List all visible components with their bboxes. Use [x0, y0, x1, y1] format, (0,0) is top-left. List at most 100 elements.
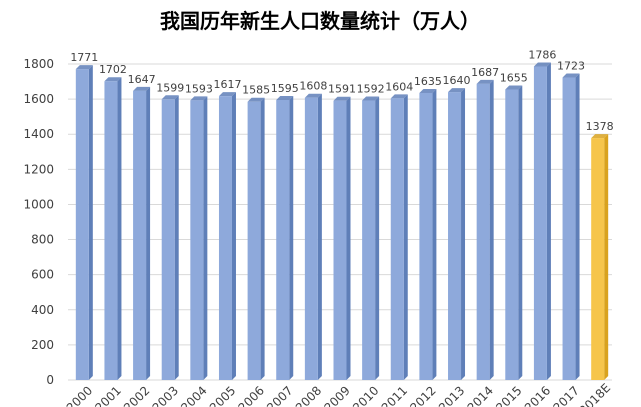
bar: [133, 90, 147, 381]
data-label: 1599: [156, 81, 184, 94]
x-tick-label: 2005: [207, 383, 238, 407]
bar: [190, 100, 204, 380]
bar: [304, 97, 318, 380]
data-label: 1635: [414, 75, 442, 88]
y-tick-label: 1200: [23, 162, 54, 176]
x-tick-label: 2000: [64, 383, 95, 407]
data-label: 1593: [185, 82, 213, 95]
y-tick-label: 1400: [23, 127, 54, 141]
bar-top: [161, 95, 179, 100]
bars-layer: [75, 62, 609, 381]
x-tick-label: 2014: [465, 383, 496, 407]
bar-side: [146, 86, 151, 381]
bar-top: [190, 96, 208, 101]
x-axis: 2000200120022003200420052006200720082009…: [64, 381, 614, 407]
bar: [362, 100, 376, 380]
x-tick-label: 2001: [92, 383, 123, 407]
bar: [104, 81, 118, 381]
bar-top: [75, 65, 93, 70]
bar: [476, 83, 490, 381]
bar-top: [562, 73, 580, 78]
data-label: 1585: [242, 84, 270, 97]
data-label: 1617: [213, 78, 241, 91]
x-tick-label: 2017: [550, 383, 581, 407]
y-tick-label: 1000: [23, 197, 54, 211]
bar-top: [390, 94, 408, 99]
bar: [505, 89, 519, 380]
bar-top: [133, 86, 151, 91]
data-label: 1640: [443, 74, 471, 87]
bar-top: [276, 95, 294, 100]
bar: [448, 92, 462, 380]
bar-side: [575, 73, 580, 381]
y-tick-label: 400: [31, 303, 54, 317]
data-label: 1592: [357, 83, 385, 96]
x-tick-label: 2007: [264, 383, 295, 407]
bar-side: [174, 95, 179, 380]
bar: [161, 99, 175, 380]
bar: [276, 99, 290, 380]
bar: [591, 138, 605, 380]
bar-top: [533, 62, 551, 67]
bar-top: [448, 88, 466, 93]
x-tick-label: 2016: [522, 383, 553, 407]
bar-side: [203, 96, 208, 380]
bar-top: [247, 97, 265, 102]
bar: [333, 100, 347, 381]
chart-title: 我国历年新生人口数量统计（万人）: [160, 9, 480, 33]
bar-side: [604, 134, 609, 380]
bar-top: [333, 96, 351, 101]
bar: [533, 66, 547, 381]
data-label: 1771: [70, 51, 98, 64]
bar: [218, 96, 232, 381]
bar: [75, 69, 89, 380]
bar-side: [117, 77, 122, 381]
y-tick-label: 600: [31, 268, 54, 282]
y-tick-label: 1600: [23, 92, 54, 106]
bar: [562, 77, 576, 381]
x-tick-label: 2008: [293, 383, 324, 407]
y-tick-label: 1800: [23, 57, 54, 71]
bar-side: [546, 62, 551, 381]
bar-side: [375, 96, 380, 380]
bar: [390, 98, 404, 381]
y-tick-label: 0: [46, 373, 54, 387]
y-tick-label: 200: [31, 338, 54, 352]
bar-top: [218, 92, 236, 97]
data-label: 1604: [385, 80, 413, 93]
bar-side: [317, 93, 322, 380]
x-tick-label: 2002: [121, 383, 152, 407]
x-tick-label: 2003: [150, 383, 181, 407]
bar-side: [461, 88, 466, 380]
data-label: 1702: [99, 63, 127, 76]
bar-side: [289, 95, 294, 380]
data-label: 1591: [328, 83, 356, 96]
data-label: 1687: [471, 66, 499, 79]
bar-side: [489, 79, 494, 381]
x-tick-label: 2018E: [576, 381, 613, 407]
y-axis: 0 200 400 600 800 1000 1200 1400 1600 1800: [23, 57, 54, 387]
bar-top: [505, 85, 523, 90]
x-tick-label: 2015: [493, 383, 524, 407]
x-tick-label: 2012: [407, 383, 438, 407]
x-tick-label: 2011: [379, 383, 410, 407]
bar-top: [104, 77, 122, 82]
data-label: 1647: [128, 73, 156, 86]
data-label: 1608: [299, 80, 327, 93]
bar-side: [260, 97, 265, 380]
y-tick-label: 800: [31, 233, 54, 247]
bar-side: [403, 94, 408, 381]
bar-top: [591, 134, 609, 139]
bar-top: [362, 96, 380, 101]
bar-side: [88, 65, 93, 380]
bar-top: [419, 88, 437, 93]
x-tick-label: 2009: [321, 383, 352, 407]
data-label: 1786: [528, 48, 556, 61]
bar-side: [518, 85, 523, 380]
data-label: 1723: [557, 60, 585, 73]
x-tick-label: 2006: [236, 383, 267, 407]
bar-side: [231, 92, 236, 381]
